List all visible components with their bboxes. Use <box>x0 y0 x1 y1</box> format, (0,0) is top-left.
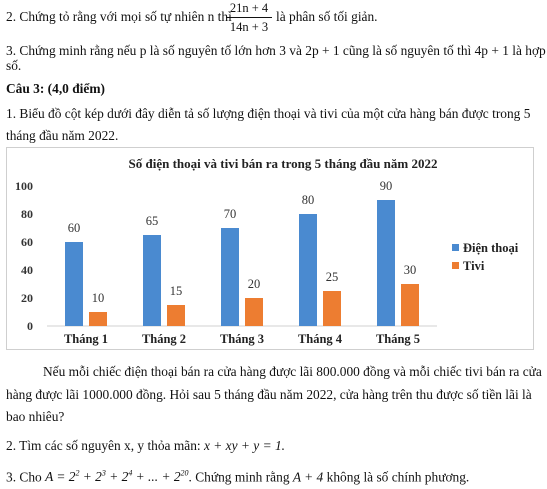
expr-plus-1: + 2 <box>79 469 102 485</box>
exponent-1: 2 <box>75 469 80 478</box>
data-label: 10 <box>92 291 105 305</box>
question-3-suffix: không là số chính phương. <box>326 469 470 485</box>
profit-question-line-3: bao nhiêu? <box>6 409 65 424</box>
fraction-denominator: 14n + 3 <box>229 20 269 34</box>
data-label: 90 <box>380 179 393 193</box>
y-tick-label: 20 <box>21 291 33 305</box>
legend-label: Tivi <box>463 259 485 273</box>
x-tick-label: Tháng 1 <box>64 332 108 346</box>
expression-a-plus-4: A + 4 <box>292 469 324 485</box>
x-tick-label: Tháng 2 <box>142 332 186 346</box>
fraction-21n4-14n3: 21n + 4 14n + 3 <box>226 1 272 34</box>
bar-dien-thoai <box>299 214 317 326</box>
equation-xy: x + xy + y = 1. <box>203 438 285 453</box>
data-label: 25 <box>326 270 339 284</box>
expression-a: A = 22 + 23 + 24 + ... + 220 <box>45 469 188 484</box>
expr-plus-2: + 2 <box>105 469 129 485</box>
x-tick-label: Tháng 5 <box>376 332 420 346</box>
question-3-bottom-prefix: 3. Cho <box>6 469 42 485</box>
y-tick-label: 0 <box>27 319 33 333</box>
bar-dien-thoai <box>65 242 83 326</box>
y-tick-label: 100 <box>15 179 33 193</box>
data-label: 65 <box>146 214 159 228</box>
question-2-suffix: là phân số tối giản. <box>276 9 378 24</box>
exponent-4: 20 <box>180 469 189 478</box>
fraction-numerator: 21n + 4 <box>229 1 269 15</box>
question-3-bottom: 3. Cho A = 22 + 23 + 24 + ... + 220. Chứ… <box>6 466 469 485</box>
question-1-line-2: tháng đầu năm 2022. <box>6 128 119 143</box>
data-label: 30 <box>404 263 417 277</box>
section-heading-cau-3: Câu 3: (4,0 điểm) <box>6 81 105 96</box>
chart-title: Số điện thoại và tivi bán ra trong 5 thá… <box>129 156 438 171</box>
question-1-line-1: 1. Biểu đồ cột kép dưới đây diễn tả số l… <box>6 106 531 121</box>
question-3-top-line-2: số. <box>6 58 22 73</box>
legend-swatch <box>452 262 459 269</box>
question-2-top: 2. Chứng tỏ rằng với mọi số tự nhiên n t… <box>6 9 232 25</box>
exponent-2: 3 <box>101 469 106 478</box>
question-3-middle: . Chứng minh rằng <box>188 469 290 485</box>
bar-dien-thoai <box>143 235 161 326</box>
legend-swatch <box>452 244 459 251</box>
question-2-bottom: 2. Tìm các số nguyên x, y thỏa mãn: x + … <box>6 438 285 454</box>
x-tick-label: Tháng 3 <box>220 332 264 346</box>
bar-tivi <box>89 312 107 326</box>
bar-tivi <box>167 305 185 326</box>
question-2-prefix: 2. Chứng tỏ rằng với mọi số tự nhiên n t… <box>6 9 232 24</box>
expr-a-start: A = 2 <box>45 469 76 485</box>
exponent-3: 4 <box>128 469 133 478</box>
bar-tivi <box>245 298 263 326</box>
y-tick-label: 60 <box>21 235 33 249</box>
question-3-top-line-1: 3. Chứng minh rằng nếu p là số nguyên tố… <box>6 43 546 58</box>
profit-question-line-2: hàng được lãi 1000.000 đồng. Hỏi sau 5 t… <box>6 387 532 402</box>
y-tick-label: 80 <box>21 207 33 221</box>
data-label: 80 <box>302 193 315 207</box>
bar-dien-thoai <box>221 228 239 326</box>
data-label: 70 <box>224 207 237 221</box>
bar-chart: Số điện thoại và tivi bán ra trong 5 thá… <box>6 147 534 350</box>
bar-tivi <box>401 284 419 326</box>
y-tick-label: 40 <box>21 263 33 277</box>
bar-dien-thoai <box>377 200 395 326</box>
legend-label: Điện thoại <box>463 241 519 255</box>
x-tick-label: Tháng 4 <box>298 332 343 346</box>
chart-svg: Số điện thoại và tivi bán ra trong 5 thá… <box>15 156 519 346</box>
expr-plus-3: + ... + 2 <box>132 469 181 485</box>
data-label: 20 <box>248 277 261 291</box>
profit-question-line-1: Nếu mỗi chiếc điện thoại bán ra cửa hàng… <box>43 364 542 379</box>
question-2-bottom-prefix: 2. Tìm các số nguyên x, y thỏa mãn: <box>6 438 201 453</box>
fraction-bar <box>226 17 272 18</box>
bar-tivi <box>323 291 341 326</box>
data-label: 60 <box>68 221 81 235</box>
data-label: 15 <box>170 284 183 298</box>
